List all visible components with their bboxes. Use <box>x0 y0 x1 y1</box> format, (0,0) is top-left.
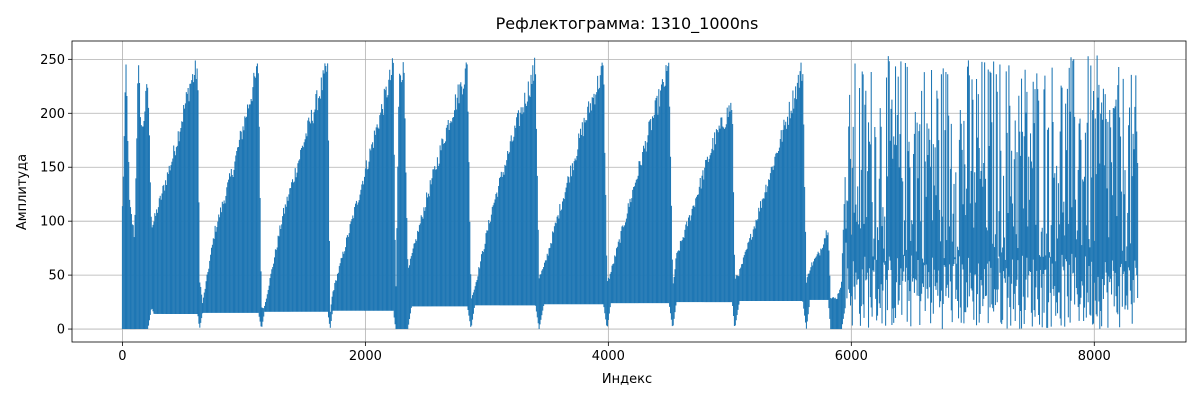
plot-frame <box>71 40 1187 343</box>
y-tick-label: 250 <box>40 53 65 68</box>
x-tick-label: 8000 <box>1078 349 1111 364</box>
y-tick-label: 0 <box>57 323 65 338</box>
y-axis-label: Амплитуда <box>15 154 30 230</box>
y-tick-label: 150 <box>40 161 65 176</box>
data-layer <box>121 55 1139 330</box>
axis-layer: 0 2000 4000 6000 8000 0 50 100 150 200 250 <box>40 40 1187 364</box>
y-tick-label: 100 <box>40 215 65 230</box>
series-0 <box>121 55 1139 330</box>
y-tick-label: 200 <box>40 107 65 122</box>
x-tick-label: 0 <box>118 349 126 364</box>
x-axis-label: Индекс <box>602 372 652 387</box>
chart-title: Рефлектограмма: 1310_1000ns <box>496 14 759 34</box>
x-tick-label: 6000 <box>835 349 868 364</box>
x-tick-label: 2000 <box>349 349 382 364</box>
x-tick-label: 4000 <box>592 349 625 364</box>
y-tick-label: 50 <box>48 269 65 284</box>
